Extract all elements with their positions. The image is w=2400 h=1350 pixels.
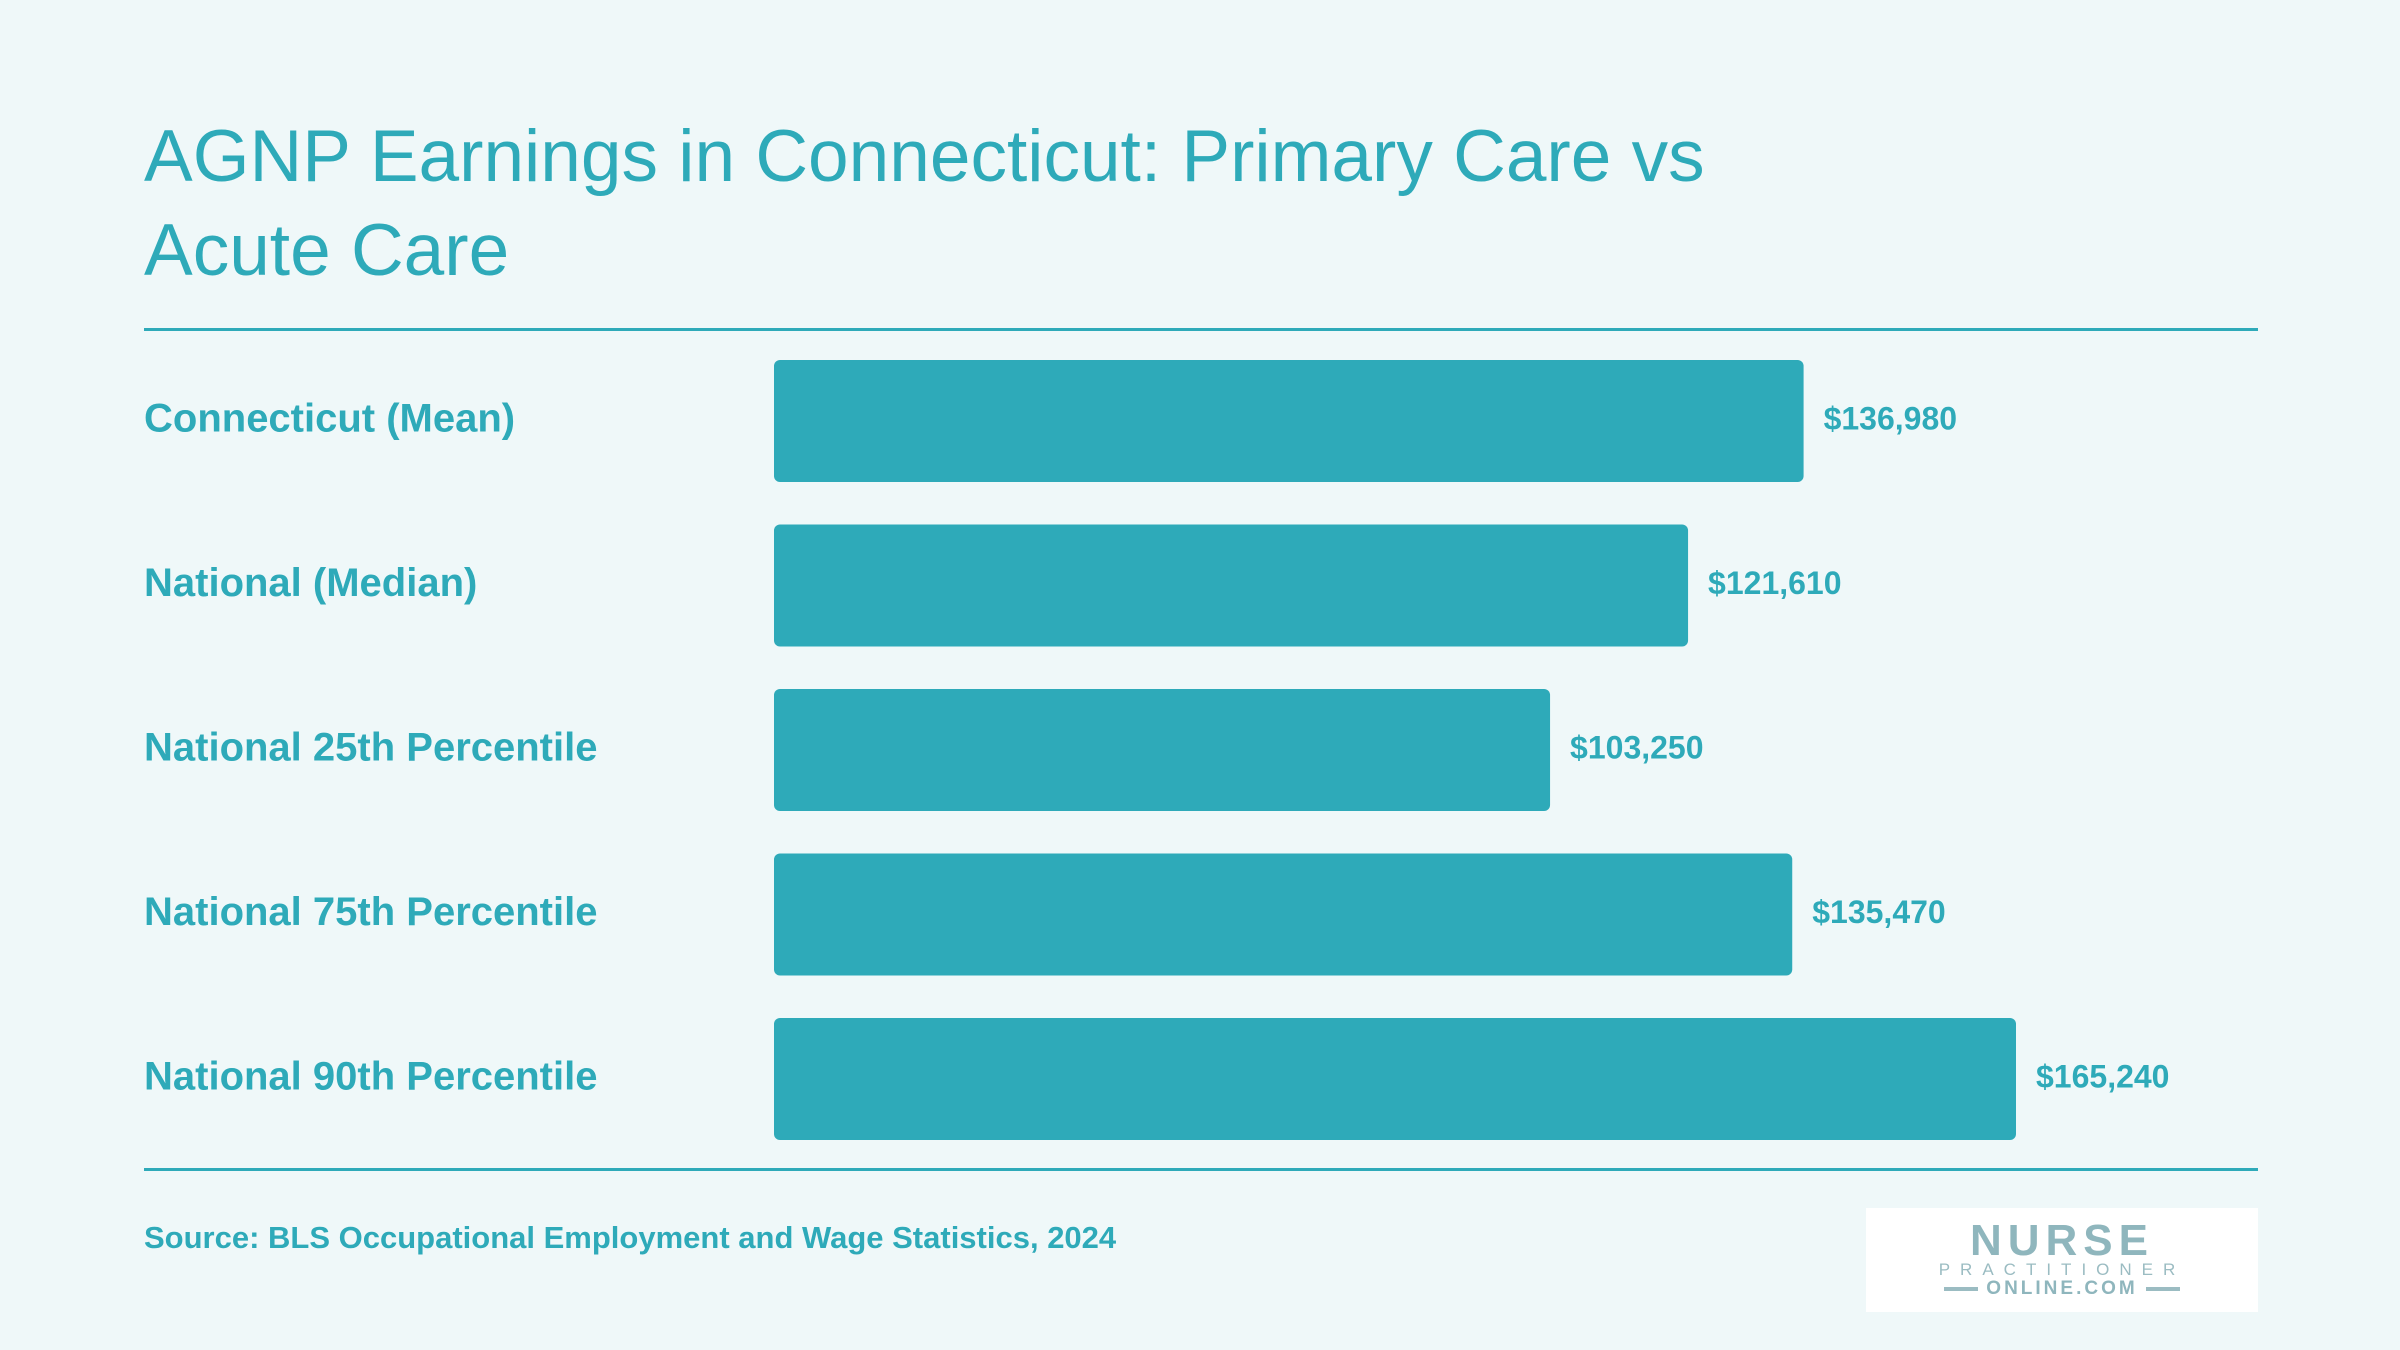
data-label: $121,610	[1708, 565, 1841, 601]
category-label: National 90th Percentile	[144, 1055, 597, 1099]
category-label: Connecticut (Mean)	[144, 397, 515, 441]
logo-line-2: PRACTITIONER	[1938, 1260, 2186, 1279]
nurse-practitioner-online-logo: NURSE PRACTITIONER ONLINE.COM	[1866, 1208, 2258, 1312]
chart-title: AGNP Earnings in Connecticut: Primary Ca…	[144, 116, 1705, 291]
bar	[774, 360, 1804, 482]
bottom-divider	[144, 1168, 2258, 1171]
logo-dash-right	[2145, 1287, 2180, 1291]
top-divider	[144, 328, 2258, 331]
logo-line-3: ONLINE.COM	[1986, 1278, 2138, 1299]
category-label: National 75th Percentile	[144, 890, 597, 934]
bar	[774, 1018, 2016, 1140]
bar	[774, 689, 1551, 811]
bar	[774, 524, 1689, 647]
data-label: $136,980	[1824, 400, 1957, 436]
logo-dash-left	[1944, 1287, 1979, 1291]
source-note: Source: BLS Occupational Employment and …	[144, 1220, 1117, 1255]
data-label: $165,240	[2036, 1058, 2169, 1094]
logo-line-3-row: ONLINE.COM	[1936, 1279, 2187, 1299]
data-label: $135,470	[1812, 894, 1945, 930]
category-label: National 25th Percentile	[144, 726, 597, 770]
category-label: National (Median)	[144, 561, 477, 605]
bar	[774, 853, 1793, 976]
logo-line-1: NURSE	[1969, 1216, 2155, 1265]
data-label: $103,250	[1570, 729, 1703, 765]
